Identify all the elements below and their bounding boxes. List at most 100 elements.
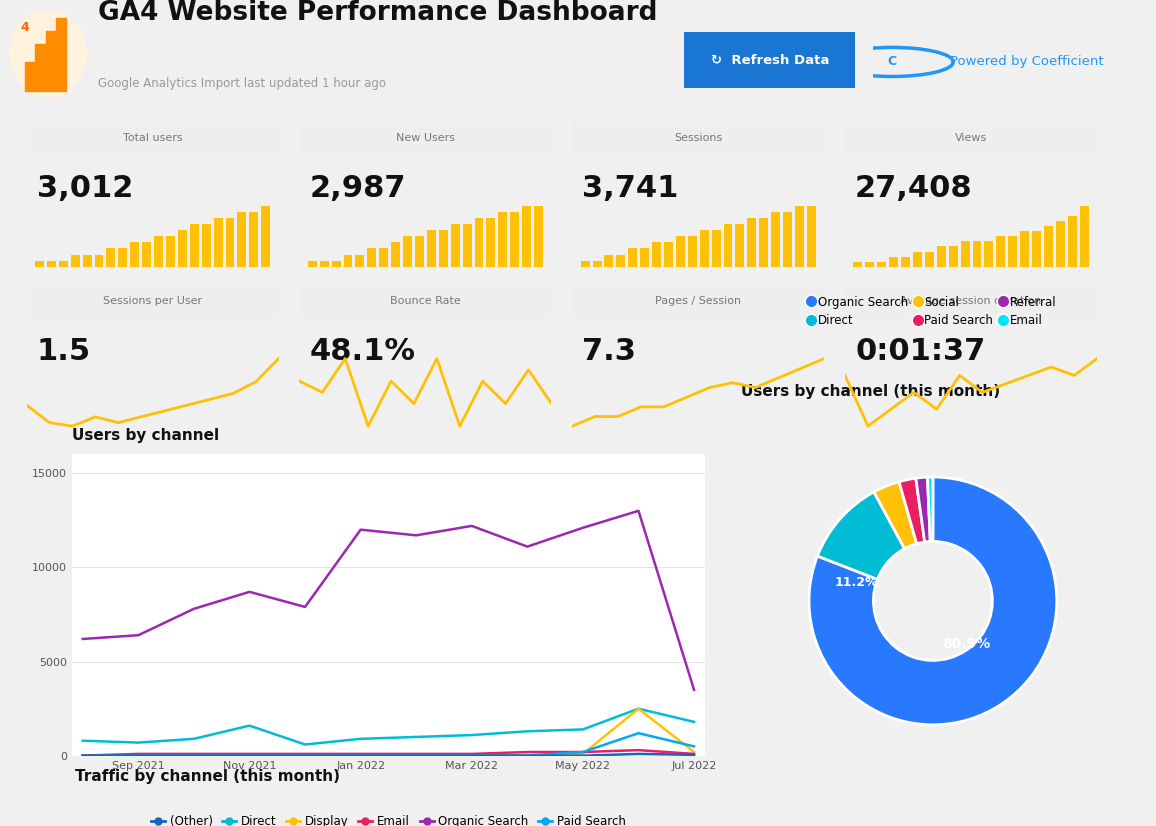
- Text: Google Analytics Import last updated 1 hour ago: Google Analytics Import last updated 1 h…: [98, 78, 386, 90]
- FancyBboxPatch shape: [572, 121, 824, 154]
- Text: Traffic by channel (this month): Traffic by channel (this month): [75, 768, 340, 784]
- Text: Users by channel: Users by channel: [72, 429, 218, 444]
- Bar: [261, 206, 271, 267]
- FancyBboxPatch shape: [572, 284, 824, 317]
- FancyBboxPatch shape: [845, 284, 1097, 317]
- Text: 27,408: 27,408: [855, 174, 972, 203]
- Text: 48.1%: 48.1%: [310, 337, 415, 366]
- Bar: [1055, 221, 1065, 267]
- Bar: [250, 211, 258, 267]
- Bar: [629, 249, 637, 267]
- Text: 3,012: 3,012: [37, 174, 133, 203]
- Bar: [225, 218, 235, 267]
- Bar: [356, 254, 364, 267]
- Bar: [118, 249, 127, 267]
- Bar: [83, 254, 91, 267]
- Bar: [106, 249, 116, 267]
- Bar: [1068, 216, 1076, 267]
- Bar: [487, 218, 495, 267]
- FancyBboxPatch shape: [25, 62, 35, 91]
- Bar: [343, 254, 353, 267]
- Bar: [1080, 206, 1089, 267]
- Text: Sessions: Sessions: [674, 133, 722, 143]
- Bar: [877, 262, 887, 267]
- Bar: [652, 242, 661, 267]
- Bar: [724, 224, 733, 267]
- Bar: [1044, 226, 1053, 267]
- Bar: [936, 246, 946, 267]
- Bar: [712, 230, 720, 267]
- Text: 11.2%: 11.2%: [835, 576, 877, 589]
- Bar: [391, 242, 400, 267]
- Bar: [925, 252, 934, 267]
- Bar: [523, 206, 531, 267]
- Bar: [759, 218, 768, 267]
- Text: Powered by Coefficient: Powered by Coefficient: [950, 55, 1104, 69]
- Bar: [307, 261, 317, 267]
- Bar: [913, 252, 922, 267]
- Text: Users by channel (this month): Users by channel (this month): [741, 383, 1001, 399]
- Text: C: C: [888, 55, 897, 69]
- Bar: [1032, 231, 1040, 267]
- Bar: [1008, 236, 1017, 267]
- Bar: [95, 254, 104, 267]
- Bar: [580, 261, 590, 267]
- Bar: [474, 218, 483, 267]
- Bar: [47, 261, 55, 267]
- Bar: [332, 261, 341, 267]
- Bar: [439, 230, 447, 267]
- Bar: [35, 261, 44, 267]
- FancyBboxPatch shape: [299, 284, 551, 317]
- Bar: [178, 230, 187, 267]
- Bar: [593, 261, 601, 267]
- Bar: [131, 242, 139, 267]
- Bar: [605, 254, 614, 267]
- Bar: [427, 230, 436, 267]
- Bar: [771, 211, 780, 267]
- Text: Sessions per User: Sessions per User: [103, 296, 202, 306]
- Legend: Organic Search, Direct, Social, Paid Search, Referral, Email: Organic Search, Direct, Social, Paid Sea…: [805, 291, 1061, 332]
- Text: 2,987: 2,987: [310, 174, 406, 203]
- Text: Views: Views: [955, 133, 987, 143]
- Text: 3,741: 3,741: [583, 174, 679, 203]
- Text: New Users: New Users: [395, 133, 455, 143]
- Bar: [807, 206, 816, 267]
- Bar: [902, 257, 910, 267]
- Bar: [676, 236, 684, 267]
- Text: Total users: Total users: [123, 133, 183, 143]
- Bar: [142, 242, 151, 267]
- Wedge shape: [817, 492, 904, 579]
- FancyBboxPatch shape: [27, 284, 279, 317]
- Bar: [201, 224, 210, 267]
- Text: 4: 4: [21, 21, 29, 34]
- Bar: [640, 249, 650, 267]
- Bar: [166, 236, 175, 267]
- Text: 0:01:37: 0:01:37: [855, 337, 985, 366]
- Bar: [462, 224, 472, 267]
- Bar: [1020, 231, 1029, 267]
- Bar: [866, 262, 874, 267]
- FancyBboxPatch shape: [55, 18, 66, 91]
- Bar: [415, 236, 424, 267]
- Text: Average session duration: Average session duration: [901, 296, 1042, 306]
- Bar: [616, 254, 625, 267]
- Legend: (Other), Direct, Display, Email, Organic Search, Paid Search: (Other), Direct, Display, Email, Organic…: [146, 810, 631, 826]
- Bar: [664, 242, 673, 267]
- Bar: [451, 224, 460, 267]
- Bar: [534, 206, 543, 267]
- Bar: [747, 218, 756, 267]
- Bar: [688, 236, 697, 267]
- FancyBboxPatch shape: [27, 121, 279, 154]
- Wedge shape: [927, 477, 933, 542]
- Bar: [59, 261, 68, 267]
- Text: 80.9%: 80.9%: [942, 638, 991, 651]
- Text: GA4 Website Performance Dashboard: GA4 Website Performance Dashboard: [98, 0, 658, 26]
- FancyBboxPatch shape: [845, 121, 1097, 154]
- Text: 1.5: 1.5: [37, 337, 91, 366]
- Bar: [949, 246, 957, 267]
- Bar: [972, 241, 981, 267]
- Bar: [368, 249, 377, 267]
- Bar: [498, 211, 507, 267]
- Bar: [320, 261, 328, 267]
- Bar: [735, 224, 744, 267]
